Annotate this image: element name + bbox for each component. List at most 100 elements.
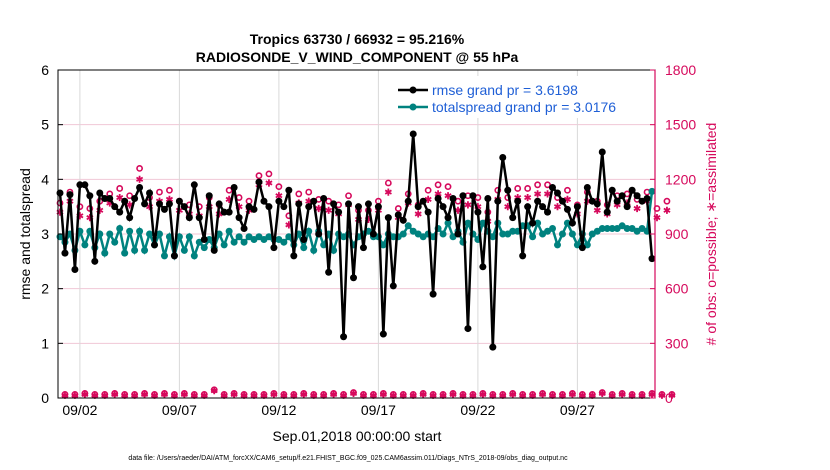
rmse-point <box>155 200 163 208</box>
legend-rmse-label: rmse grand pr = 3.6198 <box>432 82 578 98</box>
spread-point <box>285 233 293 241</box>
rmse-point <box>61 249 69 257</box>
spread-point <box>509 227 517 235</box>
y-axis-label: rmse and totalspread <box>17 168 33 300</box>
spread-point <box>558 230 566 238</box>
rmse-point <box>250 205 258 213</box>
rmse-point <box>136 184 144 192</box>
plot-marks <box>56 130 676 399</box>
rmse-point <box>459 192 467 200</box>
rmse-point <box>633 192 641 200</box>
spread-point <box>608 225 616 233</box>
rmse-point <box>180 203 188 211</box>
rmse-point <box>603 208 611 216</box>
rmse-point <box>399 216 407 224</box>
assimilated-obs-point <box>524 193 532 202</box>
rmse-point <box>499 153 507 161</box>
possible-obs-point <box>345 192 352 200</box>
possible-obs-point <box>126 192 134 200</box>
rmse-point <box>563 205 571 213</box>
possible-obs-point <box>524 185 532 192</box>
possible-obs-point <box>534 181 541 189</box>
rmse-point <box>568 219 576 227</box>
rmse-point <box>325 268 333 276</box>
spread-point <box>623 225 631 233</box>
possible-obs-point <box>384 179 392 187</box>
spread-point <box>190 252 198 260</box>
assimilated-obs-point <box>419 390 427 398</box>
possible-obs-point <box>325 197 333 205</box>
rmse-point <box>340 333 348 341</box>
spread-point <box>235 233 243 241</box>
spread-point <box>603 225 611 233</box>
rmse-point <box>514 197 522 205</box>
y2-tick-label: 1500 <box>665 117 696 133</box>
rmse-point <box>549 184 557 192</box>
rmse-point <box>648 255 656 263</box>
rmse-point <box>509 214 517 222</box>
spread-point <box>160 252 168 260</box>
spread-point <box>499 230 507 238</box>
rmse-point <box>404 197 412 205</box>
rmse-point <box>285 186 293 194</box>
rmse-point <box>330 200 338 208</box>
assimilated-obs-point <box>509 390 517 398</box>
spread-point <box>141 246 149 254</box>
rmse-point <box>315 230 323 238</box>
possible-obs-point <box>434 181 442 189</box>
rmse-point <box>464 325 472 333</box>
possible-obs-point <box>564 186 571 194</box>
rmse-point <box>454 230 462 238</box>
spread-point <box>200 244 208 252</box>
spread-point <box>598 225 606 233</box>
rmse-point <box>230 184 238 192</box>
rmse-point <box>160 205 168 213</box>
assimilated-obs-point <box>414 210 422 218</box>
rmse-point <box>429 290 437 298</box>
assimilated-obs-point <box>568 390 576 398</box>
rmse-point <box>534 197 542 205</box>
assimilated-obs-point <box>230 390 238 398</box>
assimilated-obs-point <box>270 390 278 398</box>
rmse-point <box>91 257 99 265</box>
rmse-point <box>96 189 104 197</box>
assimilated-obs-point <box>379 390 387 398</box>
spread-point <box>404 222 412 230</box>
spread-point <box>648 187 656 195</box>
rmse-point <box>439 203 447 211</box>
rmse-point <box>593 200 601 208</box>
assimilated-obs-point <box>330 390 338 398</box>
rmse-point <box>131 194 139 202</box>
rmse-point <box>469 192 477 200</box>
assimilated-obs-point <box>136 175 144 183</box>
rmse-point <box>81 181 89 189</box>
spread-point <box>155 230 163 238</box>
rmse-point <box>255 178 263 186</box>
rmse-point <box>364 200 372 208</box>
spread-point <box>205 235 213 243</box>
y-tick-label: 3 <box>41 226 49 242</box>
possible-obs-point <box>245 197 253 205</box>
assimilated-obs-point <box>180 390 188 398</box>
assimilated-obs-point <box>81 390 89 398</box>
rmse-point <box>300 235 308 243</box>
x-tick-label: 09/27 <box>560 402 595 418</box>
assimilated-obs-point <box>658 391 666 399</box>
spread-point <box>131 246 139 254</box>
rmse-point <box>558 197 566 205</box>
assimilated-obs-point <box>618 390 626 398</box>
spread-point <box>379 241 387 249</box>
rmse-point <box>235 214 243 222</box>
rmse-point <box>215 200 223 208</box>
rmse-point <box>270 244 278 252</box>
x-tick-label: 09/07 <box>162 402 197 418</box>
assimilated-obs-point <box>449 390 457 398</box>
legend-spread-label: totalspread grand pr = 3.0176 <box>432 99 616 115</box>
rmse-point <box>434 194 442 202</box>
spread-point <box>489 233 497 241</box>
rmse-point <box>578 244 586 252</box>
spread-point <box>81 241 89 249</box>
legend-box <box>392 76 652 118</box>
rmse-point <box>504 186 512 194</box>
assimilated-obs-point <box>349 389 358 398</box>
